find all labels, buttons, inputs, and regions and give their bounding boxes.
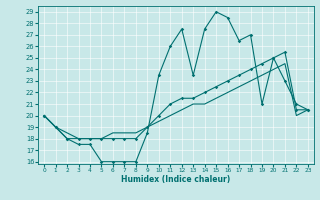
X-axis label: Humidex (Indice chaleur): Humidex (Indice chaleur) [121, 175, 231, 184]
